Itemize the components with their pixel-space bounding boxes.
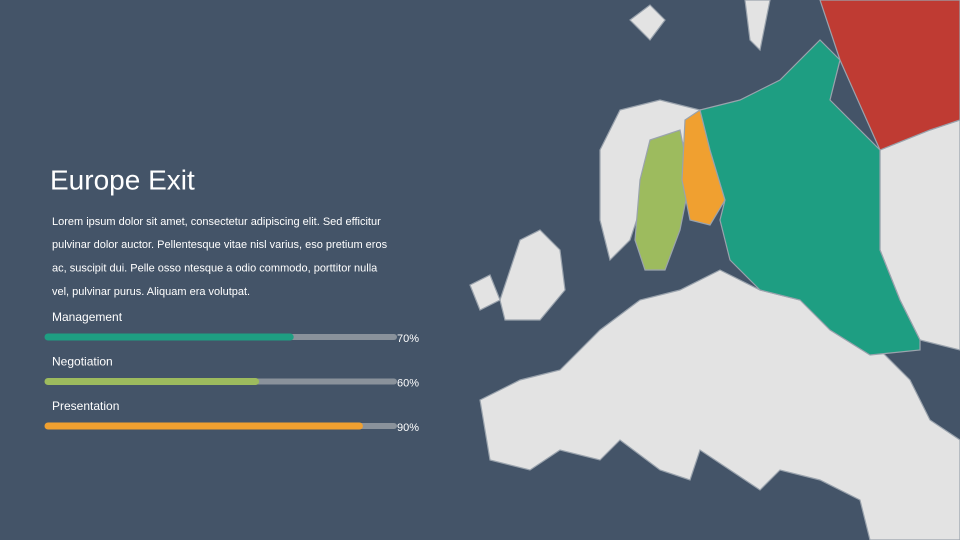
body-line: Lorem ipsum dolor sit amet, consectetur …	[52, 216, 381, 228]
title: Europe Exit	[50, 164, 195, 195]
skill-label: Management	[52, 310, 123, 324]
value-label: 90%	[397, 422, 419, 434]
skill-label: Presentation	[52, 399, 119, 413]
value-label: 60%	[397, 377, 419, 389]
skill-label: Negotiation	[52, 355, 113, 369]
value-label: 70%	[397, 333, 419, 345]
skills: Management 70% Negotiation 60% Presentation 9…	[44, 310, 419, 434]
body-line: ac, suscipit dui. Pelle osso ntesque a o…	[52, 263, 378, 275]
body-line: pulvinar dolor auctor. Pellentesque vita…	[52, 239, 388, 251]
body-text: Lorem ipsum dolor sit amet, consectetur …	[52, 216, 388, 298]
body-line: vel, pulvinar purus. Aliquam era volutpa…	[52, 286, 250, 298]
map	[469, 0, 960, 540]
